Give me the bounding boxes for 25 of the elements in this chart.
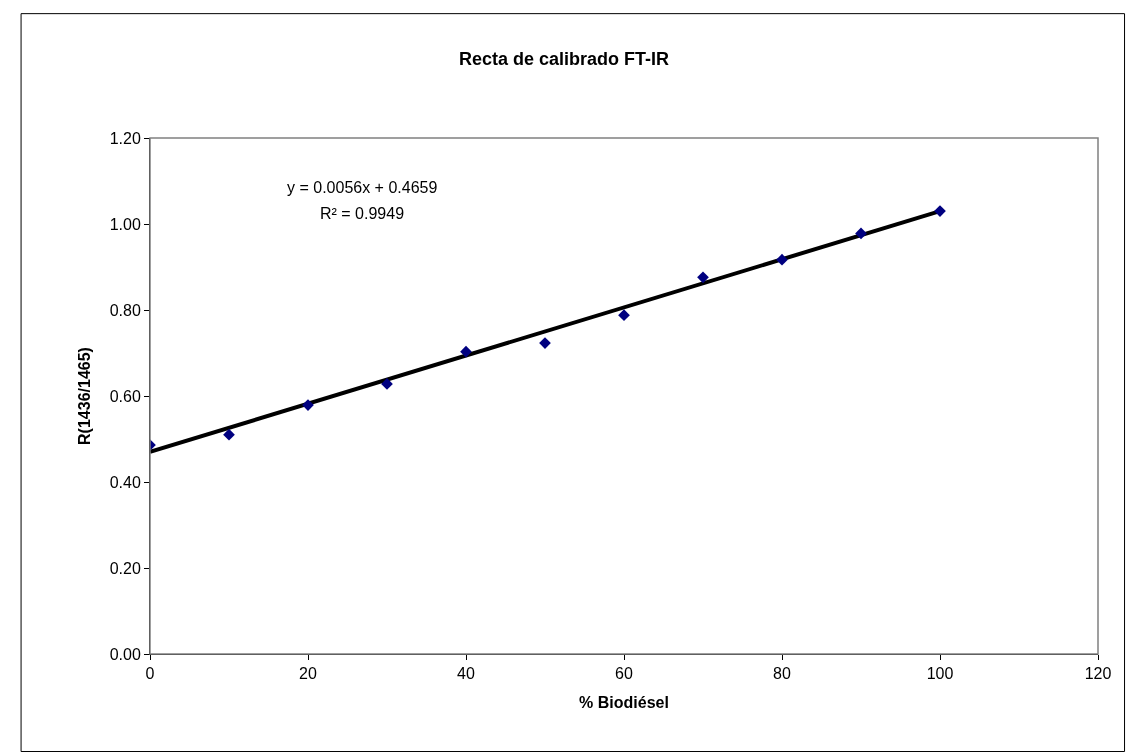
annotation: R² = 0.9949 — [320, 205, 405, 222]
x-tick-label: 60 — [615, 665, 633, 683]
x-tick-label: 20 — [299, 665, 317, 683]
y-tick-label: 0.40 — [109, 473, 141, 491]
point — [697, 271, 709, 284]
point — [618, 309, 630, 322]
point — [460, 345, 472, 358]
chart-title: Recta de calibrado FT-IR — [458, 49, 670, 70]
x-tick-label: 100 — [926, 665, 954, 683]
y-tick-label: 1.00 — [109, 215, 141, 233]
y-tick-label: 0.00 — [109, 645, 141, 663]
y-tick-label: 0.60 — [109, 387, 141, 405]
y-tick-label: 0.20 — [109, 559, 141, 577]
point — [855, 227, 867, 240]
point — [776, 253, 788, 266]
x-axis-title: % Biodiésel — [579, 693, 669, 711]
x-tick-label: 0 — [145, 665, 155, 683]
y-tick-label: 1.20 — [109, 129, 141, 147]
x-tick-label: 40 — [457, 665, 475, 683]
annotation: y = 0.0056x + 0.4659 — [287, 179, 438, 196]
point — [223, 428, 235, 441]
x-tick-label: 80 — [773, 665, 791, 683]
y-axis-title: R(1436/1465) — [75, 347, 93, 445]
y-tick-label: 0.80 — [109, 301, 141, 319]
x-tick-label: 120 — [1084, 665, 1112, 683]
